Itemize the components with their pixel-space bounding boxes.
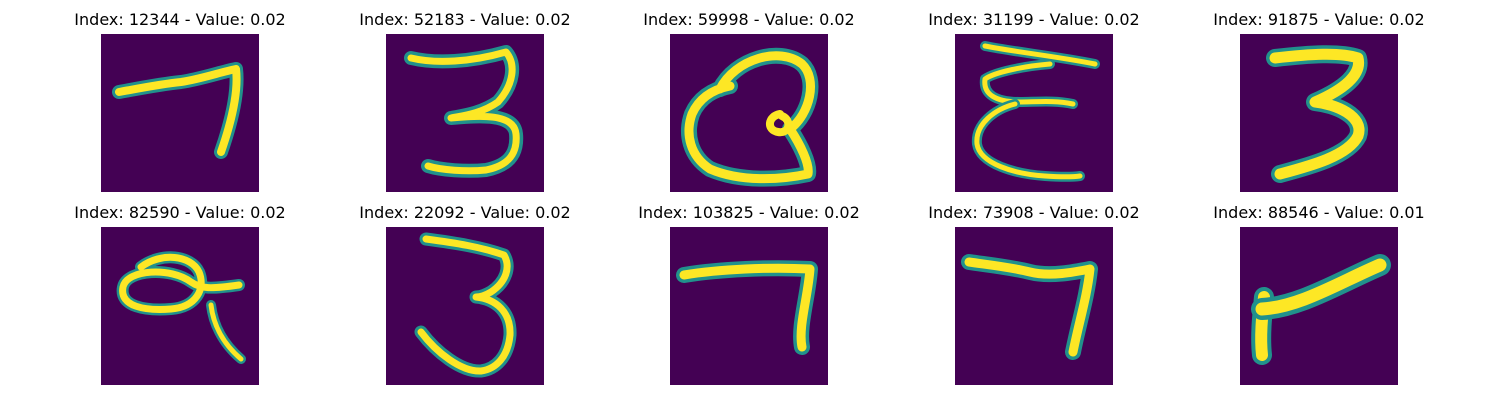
panel-title: Index: 103825 - Value: 0.02: [638, 203, 860, 222]
digit-panel-1: Index: 12344 - Value: 0.02: [60, 10, 300, 200]
digit-image: [955, 34, 1113, 192]
digit-image: [101, 34, 259, 192]
panel-title: Index: 59998 - Value: 0.02: [643, 10, 855, 29]
digit-image: [1240, 34, 1398, 192]
panel-title: Index: 22092 - Value: 0.02: [359, 203, 571, 222]
digit-image: [386, 34, 544, 192]
panel-title: Index: 88546 - Value: 0.01: [1213, 203, 1425, 222]
digit-panel-9: Index: 73908 - Value: 0.02: [914, 203, 1154, 393]
digit-panel-3: Index: 59998 - Value: 0.02: [629, 10, 869, 200]
digit-panel-6: Index: 82590 - Value: 0.02: [60, 203, 300, 393]
digit-seven-drawing: [670, 227, 828, 385]
panel-title: Index: 82590 - Value: 0.02: [74, 203, 286, 222]
digit-image: [1240, 227, 1398, 385]
digit-loop-drawing: [101, 227, 259, 385]
panel-title: Index: 31199 - Value: 0.02: [928, 10, 1140, 29]
digit-panel-4: Index: 31199 - Value: 0.02: [914, 10, 1154, 200]
digit-panel-2: Index: 52183 - Value: 0.02: [345, 10, 585, 200]
panel-title: Index: 12344 - Value: 0.02: [74, 10, 286, 29]
digit-three-drawing: [386, 34, 544, 192]
digit-seven-drawing: [955, 227, 1113, 385]
digit-seven-drawing: [101, 34, 259, 192]
digit-reversed-three-drawing: [955, 34, 1113, 192]
digit-loop-drawing: [670, 34, 828, 192]
digit-panel-5: Index: 91875 - Value: 0.02: [1199, 10, 1439, 200]
digit-four-drawing: [1240, 227, 1398, 385]
panel-title: Index: 73908 - Value: 0.02: [928, 203, 1140, 222]
digit-image: [670, 34, 828, 192]
digit-image: [101, 227, 259, 385]
digit-image: [670, 227, 828, 385]
digit-three-drawing: [1240, 34, 1398, 192]
panel-title: Index: 52183 - Value: 0.02: [359, 10, 571, 29]
digit-panel-8: Index: 103825 - Value: 0.02: [629, 203, 869, 393]
digit-image: [386, 227, 544, 385]
digit-panel-7: Index: 22092 - Value: 0.02: [345, 203, 585, 393]
digit-panel-10: Index: 88546 - Value: 0.01: [1199, 203, 1439, 393]
digit-three-drawing: [386, 227, 544, 385]
panel-title: Index: 91875 - Value: 0.02: [1213, 10, 1425, 29]
digit-image: [955, 227, 1113, 385]
